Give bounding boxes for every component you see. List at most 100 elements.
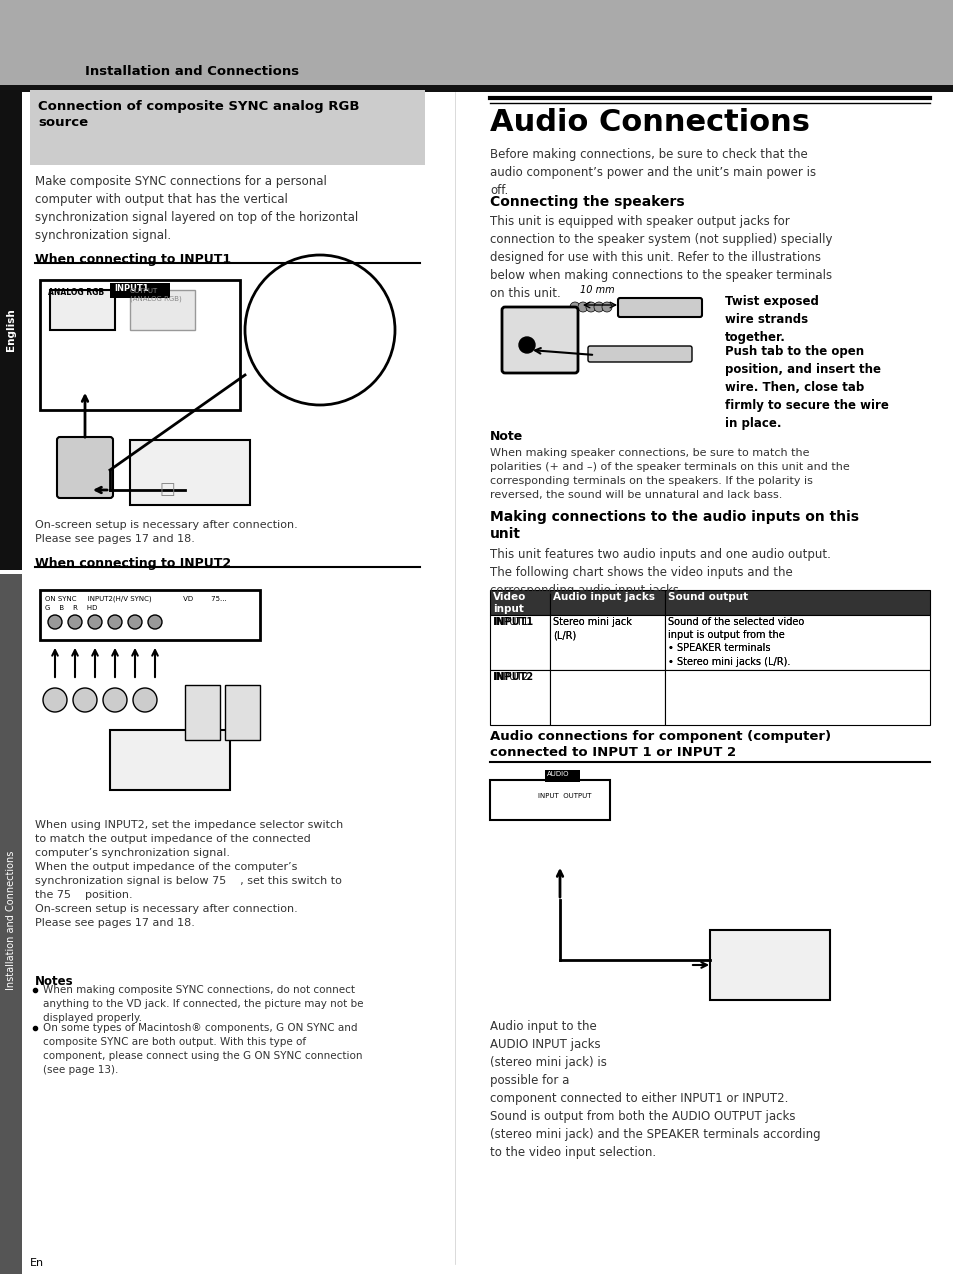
Text: G    B    R    HD: G B R HD [45,605,97,612]
Text: AUDIO: AUDIO [546,771,569,777]
Bar [664,670,929,725]
Bar [225,685,260,740]
Circle shape [103,688,127,712]
Bar [490,780,609,820]
Bar [709,930,829,1000]
Circle shape [594,302,603,312]
Bar [130,290,194,330]
Text: INPUT  OUTPUT: INPUT OUTPUT [537,792,591,799]
Text: Audio connections for component (computer)
connected to INPUT 1 or INPUT 2: Audio connections for component (compute… [490,730,830,759]
Text: Video
input: Video input [493,592,526,614]
Bar [490,670,550,725]
Circle shape [88,615,102,629]
Bar [0,0,953,85]
Text: When making speaker connections, be sure to match the
polarities (+ and –) of th: When making speaker connections, be sure… [490,448,849,499]
Text: This unit is equipped with speaker output jacks for
connection to the speaker sy: This unit is equipped with speaker outpu… [490,215,832,299]
Bar [130,440,250,505]
Text: Installation and Connections: Installation and Connections [85,65,299,78]
FancyBboxPatch shape [587,347,691,362]
Text: Push tab to the open
position, and insert the
wire. Then, close tab
firmly to se: Push tab to the open position, and inser… [724,345,888,431]
Text: Twist exposed
wire strands
together.: Twist exposed wire strands together. [724,296,818,344]
Text: Audio Connections: Audio Connections [490,108,809,138]
Text: Note: Note [490,431,522,443]
Circle shape [585,302,596,312]
Bar [490,590,550,615]
Bar [550,590,664,615]
Text: 10 mm: 10 mm [579,285,614,296]
Circle shape [569,302,579,312]
Text: En: En [30,1257,44,1268]
Circle shape [108,615,122,629]
Bar [110,283,170,298]
Circle shape [132,688,157,712]
Text: Make composite SYNC connections for a personal
computer with output that has the: Make composite SYNC connections for a pe… [35,175,358,242]
Bar [40,280,240,410]
Text: INPUT1: INPUT1 [493,617,528,627]
Bar [185,685,220,740]
Bar [40,590,260,640]
Text: Stereo mini jack
(L/R): Stereo mini jack (L/R) [553,617,631,641]
Text: Notes: Notes [35,975,73,989]
FancyBboxPatch shape [618,298,701,317]
Bar [664,615,929,670]
Bar [664,590,929,615]
Circle shape [518,338,535,353]
Circle shape [148,615,162,629]
Text: On some types of Macintosh® components, G ON SYNC and
composite SYNC are both ou: On some types of Macintosh® components, … [43,1023,362,1075]
Circle shape [578,302,587,312]
Text: INPUT1: INPUT1 [493,617,533,627]
Text: Stereo mini jack
(L/R): Stereo mini jack (L/R) [553,617,631,641]
Text: INPUT2: INPUT2 [493,671,528,682]
Bar [0,85,953,92]
Text: INPUT2: INPUT2 [493,671,533,682]
Text: When making composite SYNC connections, do not connect
anything to the VD jack. : When making composite SYNC connections, … [43,985,363,1023]
Bar [0,575,22,1274]
Bar [50,290,115,330]
FancyBboxPatch shape [57,437,112,498]
Bar [110,730,230,790]
Bar [550,670,664,725]
Text: When connecting to INPUT1: When connecting to INPUT1 [35,254,231,266]
Text: Audio input to the
AUDIO INPUT jacks
(stereo mini jack) is
possible for a
compon: Audio input to the AUDIO INPUT jacks (st… [490,1020,820,1159]
Text: On-screen setup is necessary after connection.
Please see pages 17 and 18.: On-screen setup is necessary after conne… [35,520,297,544]
Text: When using INPUT2, set the impedance selector switch
to match the output impedan: When using INPUT2, set the impedance sel… [35,820,343,927]
Text: Sound of the selected video
input is output from the
• SPEAKER terminals
• Stere: Sound of the selected video input is out… [667,617,803,666]
Bar [50,290,115,330]
Bar [40,590,260,640]
Text: This unit features two audio inputs and one audio output.
The following chart sh: This unit features two audio inputs and … [490,548,830,598]
Bar [550,615,664,670]
Bar [0,90,22,569]
Text: Sound of the selected video
input is output from the
• SPEAKER terminals
• Stere: Sound of the selected video input is out… [667,617,803,666]
Circle shape [48,615,62,629]
Bar [544,769,579,782]
FancyBboxPatch shape [501,307,578,373]
Circle shape [73,688,97,712]
Bar [130,290,194,330]
Bar [40,280,240,410]
Text: Sound output: Sound output [667,592,747,603]
Bar [110,730,230,790]
Text: Before making connections, be sure to check that the
audio component’s power and: Before making connections, be sure to ch… [490,148,815,197]
Text: □: □ [160,480,175,498]
Circle shape [245,255,395,405]
Text: ANALOG RGB: ANALOG RGB [48,288,104,297]
Text: English: English [6,308,16,352]
Text: Audio input jacks: Audio input jacks [553,592,655,603]
Bar [130,440,250,505]
Circle shape [43,688,67,712]
Text: Installation and Connections: Installation and Connections [6,850,16,990]
Circle shape [128,615,142,629]
Circle shape [601,302,612,312]
Text: Making connections to the audio inputs on this
unit: Making connections to the audio inputs o… [490,510,858,541]
Bar [490,615,550,670]
Text: ON SYNC     INPUT2(H/V SYNC)              VD        75...: ON SYNC INPUT2(H/V SYNC) VD 75... [45,595,227,601]
Circle shape [68,615,82,629]
Text: When connecting to INPUT2: When connecting to INPUT2 [35,557,231,569]
Bar [40,280,240,410]
Bar [490,780,609,820]
Text: OUTPUT
(ANALOG RGB): OUTPUT (ANALOG RGB) [130,288,182,302]
Bar [30,90,424,166]
Text: INPUT1: INPUT1 [113,284,149,293]
Text: Connecting the speakers: Connecting the speakers [490,195,684,209]
Text: Connection of composite SYNC analog RGB
source: Connection of composite SYNC analog RGB … [38,99,359,129]
